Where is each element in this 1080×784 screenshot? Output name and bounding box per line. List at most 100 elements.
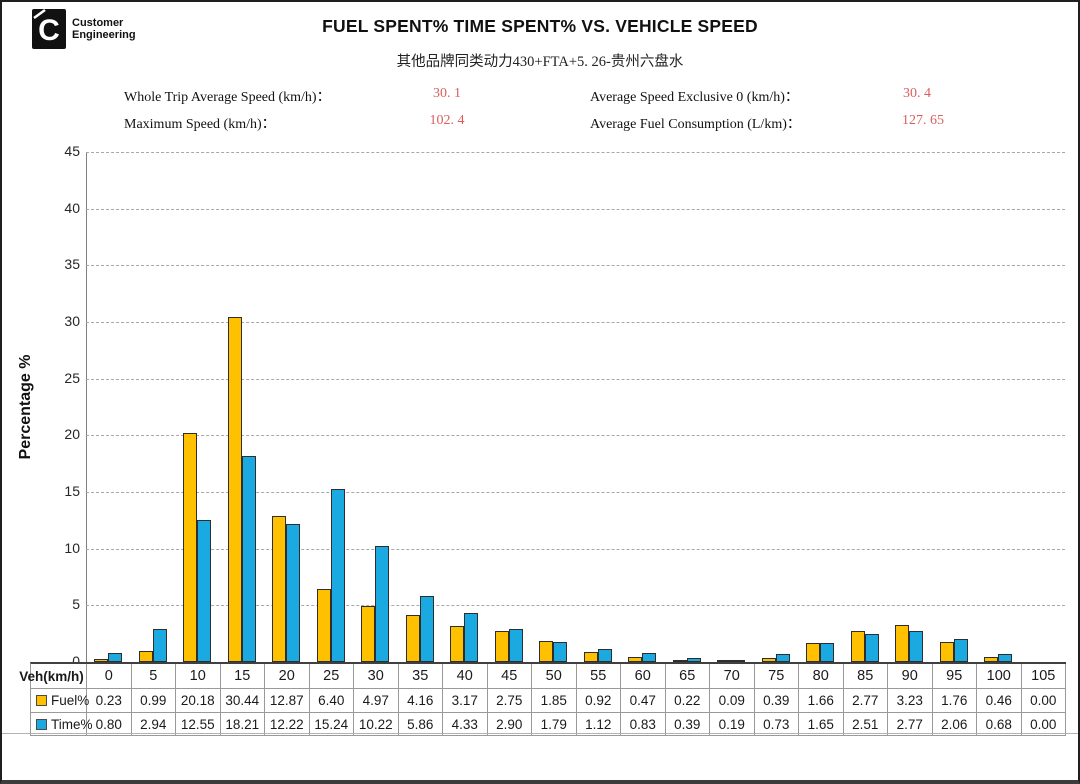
- stat-label-avg-speed-exclusive-0: Average Speed Exclusive 0 (km/h)：: [590, 90, 799, 105]
- speed-header-cell: 95: [932, 664, 977, 689]
- speed-header-cell: 45: [487, 664, 532, 689]
- time-bar: [553, 642, 568, 662]
- speed-header-cell: 15: [220, 664, 265, 689]
- fuel-bar: [316, 589, 331, 662]
- fuel-bar: [227, 317, 242, 662]
- time-bar: [909, 631, 924, 662]
- value-cell: 0.00: [1021, 689, 1066, 713]
- value-cell: 1.76: [932, 689, 977, 713]
- fuel-bar: [361, 606, 376, 662]
- fuel-bar: [583, 652, 598, 662]
- fuel-bar: [272, 516, 287, 662]
- time-bar: [508, 629, 523, 662]
- stat-value-avg-fuel-consumption: 127. 65: [902, 113, 944, 128]
- svg-text:C: C: [38, 14, 60, 47]
- separator-line: [2, 733, 1078, 734]
- value-cell: 4.97: [354, 689, 399, 713]
- cummins-c-icon: C: [32, 9, 66, 49]
- speed-header-cell: 20: [265, 664, 310, 689]
- gridline: [86, 152, 1065, 153]
- value-cell: 0.19: [710, 713, 755, 736]
- value-cell: 2.90: [487, 713, 532, 736]
- value-cell: 6.40: [309, 689, 354, 713]
- value-cell: 0.92: [576, 689, 621, 713]
- value-cell: 0.80: [87, 713, 132, 736]
- speed-header-cell: 100: [977, 664, 1022, 689]
- y-tick-label: 15: [64, 483, 80, 499]
- speed-header-cell: 60: [621, 664, 666, 689]
- speed-header-cell: 55: [576, 664, 621, 689]
- gridline: [86, 435, 1065, 437]
- logo-text-line1: Customer: [72, 17, 124, 29]
- value-cell: 0.47: [621, 689, 666, 713]
- y-tick-label: 0: [72, 653, 80, 669]
- stat-value-whole-trip-avg-speed: 30. 1: [433, 86, 461, 101]
- time-bar: [241, 456, 256, 662]
- fuel-bar: [183, 433, 198, 662]
- fuel-bar: [939, 642, 954, 662]
- speed-header-cell: 70: [710, 664, 755, 689]
- time-bar: [820, 643, 835, 662]
- time-bar: [464, 613, 479, 662]
- speed-header-cell: 35: [398, 664, 443, 689]
- fuel-bar: [628, 657, 643, 662]
- fuel-bar: [405, 615, 420, 662]
- value-cell: 2.77: [843, 689, 888, 713]
- value-cell: 2.77: [888, 713, 933, 736]
- fuel-bar: [850, 631, 865, 662]
- value-cell: 0.23: [87, 689, 132, 713]
- speed-header-cell: 0: [87, 664, 132, 689]
- speed-header-cell: 5: [131, 664, 176, 689]
- speed-header-cell: 65: [665, 664, 710, 689]
- value-cell: 20.18: [176, 689, 221, 713]
- speed-header-cell: 85: [843, 664, 888, 689]
- value-cell: 0.39: [665, 713, 710, 736]
- value-cell: 2.94: [131, 713, 176, 736]
- value-cell: 0.68: [977, 713, 1022, 736]
- page-title: FUEL SPENT% TIME SPENT% VS. VEHICLE SPEE…: [322, 16, 758, 36]
- table-corner-cell: Veh(km/h): [19, 664, 87, 689]
- y-tick-label: 35: [64, 256, 80, 273]
- fuel-bar: [539, 641, 554, 662]
- time-bar: [330, 489, 345, 662]
- time-bar: [864, 634, 879, 662]
- stat-label-whole-trip-avg-speed: Whole Trip Average Speed (km/h)：: [124, 90, 331, 105]
- value-cell: 12.55: [176, 713, 221, 736]
- time-bar: [731, 660, 746, 662]
- page-subtitle: 其他品牌同类动力430+FTA+5. 26-贵州六盘水: [396, 54, 684, 70]
- gridline: [86, 265, 1065, 267]
- time-bar: [998, 654, 1013, 662]
- data-table: Veh(km/h) 0 5 10 15 20 25 30 35 40 45 50 55 60 65 70 75 8…: [19, 662, 1066, 736]
- value-cell: 5.86: [398, 713, 443, 736]
- time-bar: [775, 654, 790, 662]
- value-cell: 0.00: [1021, 713, 1066, 736]
- plot-area: [86, 152, 1065, 662]
- time-bar: [108, 653, 123, 662]
- y-tick-label: 40: [64, 199, 80, 216]
- time-swatch-icon: [36, 718, 47, 730]
- y-tick-label: 5: [72, 596, 80, 613]
- value-cell: 3.23: [888, 689, 933, 713]
- fuel-bar: [717, 660, 732, 662]
- value-cell: 2.06: [932, 713, 977, 736]
- value-cell: 0.22: [665, 689, 710, 713]
- time-bar: [152, 629, 167, 662]
- gridline: [86, 322, 1065, 323]
- time-bar: [197, 520, 212, 662]
- fuel-bar: [806, 643, 821, 662]
- y-tick-label: 45: [64, 143, 80, 159]
- value-cell: 0.39: [754, 689, 799, 713]
- speed-header-cell: 80: [799, 664, 844, 689]
- value-cell: 1.12: [576, 713, 621, 736]
- y-axis-title: Percentage %: [17, 354, 34, 460]
- value-cell: 10.22: [354, 713, 399, 736]
- time-bar: [419, 596, 434, 662]
- value-cell: 12.22: [265, 713, 310, 736]
- speed-header-cell: 75: [754, 664, 799, 689]
- speed-header-cell: 40: [443, 664, 488, 689]
- value-cell: 1.85: [532, 689, 577, 713]
- value-cell: 0.73: [754, 713, 799, 736]
- fuel-bar: [895, 625, 910, 662]
- y-tick-label: 10: [64, 539, 80, 556]
